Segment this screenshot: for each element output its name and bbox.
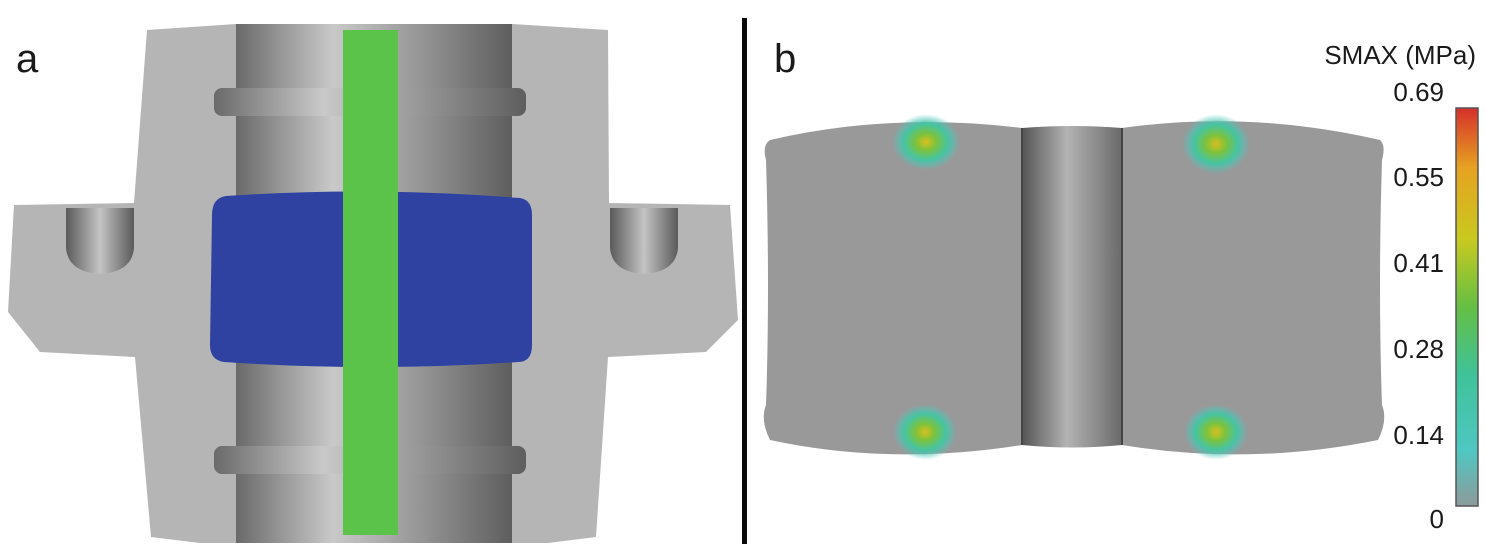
groove-right bbox=[610, 208, 678, 274]
colorbar bbox=[1455, 107, 1479, 507]
model-neck bbox=[1022, 126, 1122, 448]
groove-left bbox=[66, 208, 134, 274]
panel-divider bbox=[742, 18, 747, 544]
stress-spot-top-right bbox=[1182, 114, 1250, 174]
model-right-half bbox=[1122, 121, 1385, 455]
panel-a: a bbox=[8, 24, 738, 543]
panel-b: b SMAX (MPa) 0.69 0.55 0.41 0.28 0.14 0 bbox=[763, 37, 1479, 534]
panel-b-label: b bbox=[774, 37, 796, 81]
legend-title: SMAX (MPa) bbox=[1324, 40, 1476, 70]
stress-spot-bottom-left bbox=[893, 404, 957, 460]
tick-label: 0 bbox=[1430, 504, 1444, 534]
housing-left bbox=[8, 24, 236, 543]
tick-label: 0.69 bbox=[1393, 77, 1444, 107]
contact-strip bbox=[343, 30, 398, 535]
stress-spot-bottom-right bbox=[1184, 404, 1248, 460]
panel-a-label: a bbox=[16, 37, 39, 81]
housing-right bbox=[512, 24, 738, 543]
tick-label: 0.55 bbox=[1393, 162, 1444, 192]
tick-label: 0.28 bbox=[1393, 334, 1444, 364]
tick-label: 0.41 bbox=[1393, 248, 1444, 278]
tick-label: 0.14 bbox=[1393, 420, 1444, 450]
model-left-half bbox=[763, 122, 1022, 455]
stress-spot-top-left bbox=[892, 114, 960, 170]
